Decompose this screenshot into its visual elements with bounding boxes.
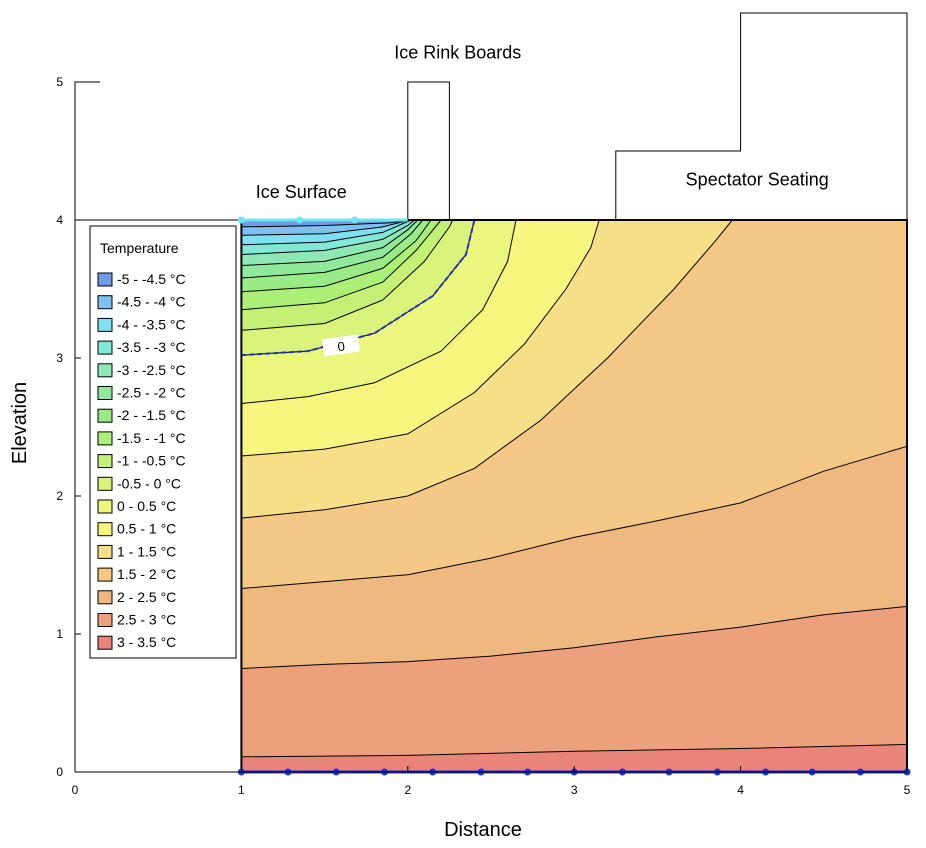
contour-band xyxy=(241,744,907,772)
legend: Temperature -5 - -4.5 °C -4.5 - -4 °C -4 - … xyxy=(89,225,237,659)
ice-point xyxy=(237,216,245,224)
contour-line xyxy=(241,219,733,519)
legend-swatch xyxy=(97,476,113,491)
legend-label: -5 - -4.5 °C xyxy=(117,271,186,287)
legend-label: 3 - 3.5 °C xyxy=(117,634,176,650)
contour-band xyxy=(241,606,907,772)
contour-line xyxy=(241,219,415,255)
contour-line xyxy=(241,219,442,311)
x-tick-label: 2 xyxy=(404,783,411,797)
axes xyxy=(74,81,908,773)
contour-line xyxy=(241,219,517,404)
x-tick-label: 1 xyxy=(238,783,245,797)
contour-line xyxy=(241,219,424,279)
y-axis-label: Elevation xyxy=(9,382,31,464)
contour-line xyxy=(241,219,410,236)
zero-contour: 0 xyxy=(241,219,476,357)
contour-line xyxy=(241,219,600,457)
legend-swatch xyxy=(97,408,113,423)
y-tick-label: 4 xyxy=(56,213,63,227)
legend-swatch xyxy=(97,522,113,537)
tick-labels: 0 1 2 3 4 5 0 1 2 3 4 5 xyxy=(56,75,910,797)
legend-label: -2 - -1.5 °C xyxy=(117,407,186,423)
legend-label: -1 - -0.5 °C xyxy=(117,453,186,469)
annotation-label: Ice Rink Boards xyxy=(394,43,521,63)
legend-label: 0 - 0.5 °C xyxy=(117,498,176,514)
y-tick-label: 1 xyxy=(56,627,63,641)
legend-swatch xyxy=(97,499,113,514)
contour-line xyxy=(241,219,412,246)
y-tick-label: 2 xyxy=(56,489,63,503)
legend-label: -4 - -3.5 °C xyxy=(117,316,186,332)
legend-swatch xyxy=(97,431,113,446)
x-tick-label: 0 xyxy=(72,783,79,797)
legend-label: -1.5 - -1 °C xyxy=(117,430,186,446)
legend-swatch xyxy=(97,295,113,310)
legend-label: 1 - 1.5 °C xyxy=(117,543,176,559)
contour-line xyxy=(241,605,908,669)
legend-label: -0.5 - 0 °C xyxy=(117,475,181,491)
y-tick-label: 3 xyxy=(56,351,63,365)
legend-label: -2.5 - -2 °C xyxy=(117,385,186,401)
contour-lines xyxy=(241,219,908,758)
legend-swatch xyxy=(97,272,113,287)
contour-bands xyxy=(241,220,907,772)
legend-swatch xyxy=(97,590,113,605)
contour-line xyxy=(241,219,454,331)
contour-label-box xyxy=(322,334,361,357)
contour-line xyxy=(241,219,432,293)
ice-point xyxy=(351,216,359,224)
legend-label: 2.5 - 3 °C xyxy=(117,612,176,628)
zero-contour-line xyxy=(241,219,476,357)
legend-box xyxy=(89,225,237,659)
legend-swatch xyxy=(97,544,113,559)
legend-label: 1.5 - 2 °C xyxy=(117,566,176,582)
legend-label: -4.5 - -4 °C xyxy=(117,294,186,310)
legend-swatch xyxy=(97,386,113,400)
x-tick-label: 4 xyxy=(737,783,744,797)
contour-label: 0 xyxy=(337,339,346,355)
legend-swatch xyxy=(97,317,113,332)
legend-swatch xyxy=(97,363,113,378)
legend-swatch xyxy=(97,613,113,627)
legend-label: -3 - -2.5 °C xyxy=(117,362,186,378)
contour-line xyxy=(241,743,908,758)
x-tick-label: 5 xyxy=(904,783,911,797)
x-tick-label: 3 xyxy=(571,783,578,797)
contour-line xyxy=(241,445,908,589)
ice-point xyxy=(296,216,304,224)
annotation-label: Ice Surface xyxy=(256,182,347,202)
legend-label: 0.5 - 1 °C xyxy=(117,521,176,537)
legend-swatch xyxy=(97,340,113,355)
annotation-label: Spectator Seating xyxy=(686,170,829,190)
legend-swatch xyxy=(97,454,113,469)
legend-label: 2 - 2.5 °C xyxy=(117,589,176,605)
contour-line xyxy=(241,219,419,266)
legend-swatch xyxy=(97,635,113,650)
legend-title: Temperature xyxy=(100,240,179,256)
y-tick-label: 5 xyxy=(56,75,63,89)
x-axis-label: Distance xyxy=(444,819,522,841)
y-tick-label: 0 xyxy=(56,765,63,779)
legend-label: -3.5 - -3 °C xyxy=(117,339,186,355)
annotations: Ice Rink Boards Ice Surface Spectator Seat… xyxy=(256,43,829,202)
legend-swatch xyxy=(97,567,113,582)
